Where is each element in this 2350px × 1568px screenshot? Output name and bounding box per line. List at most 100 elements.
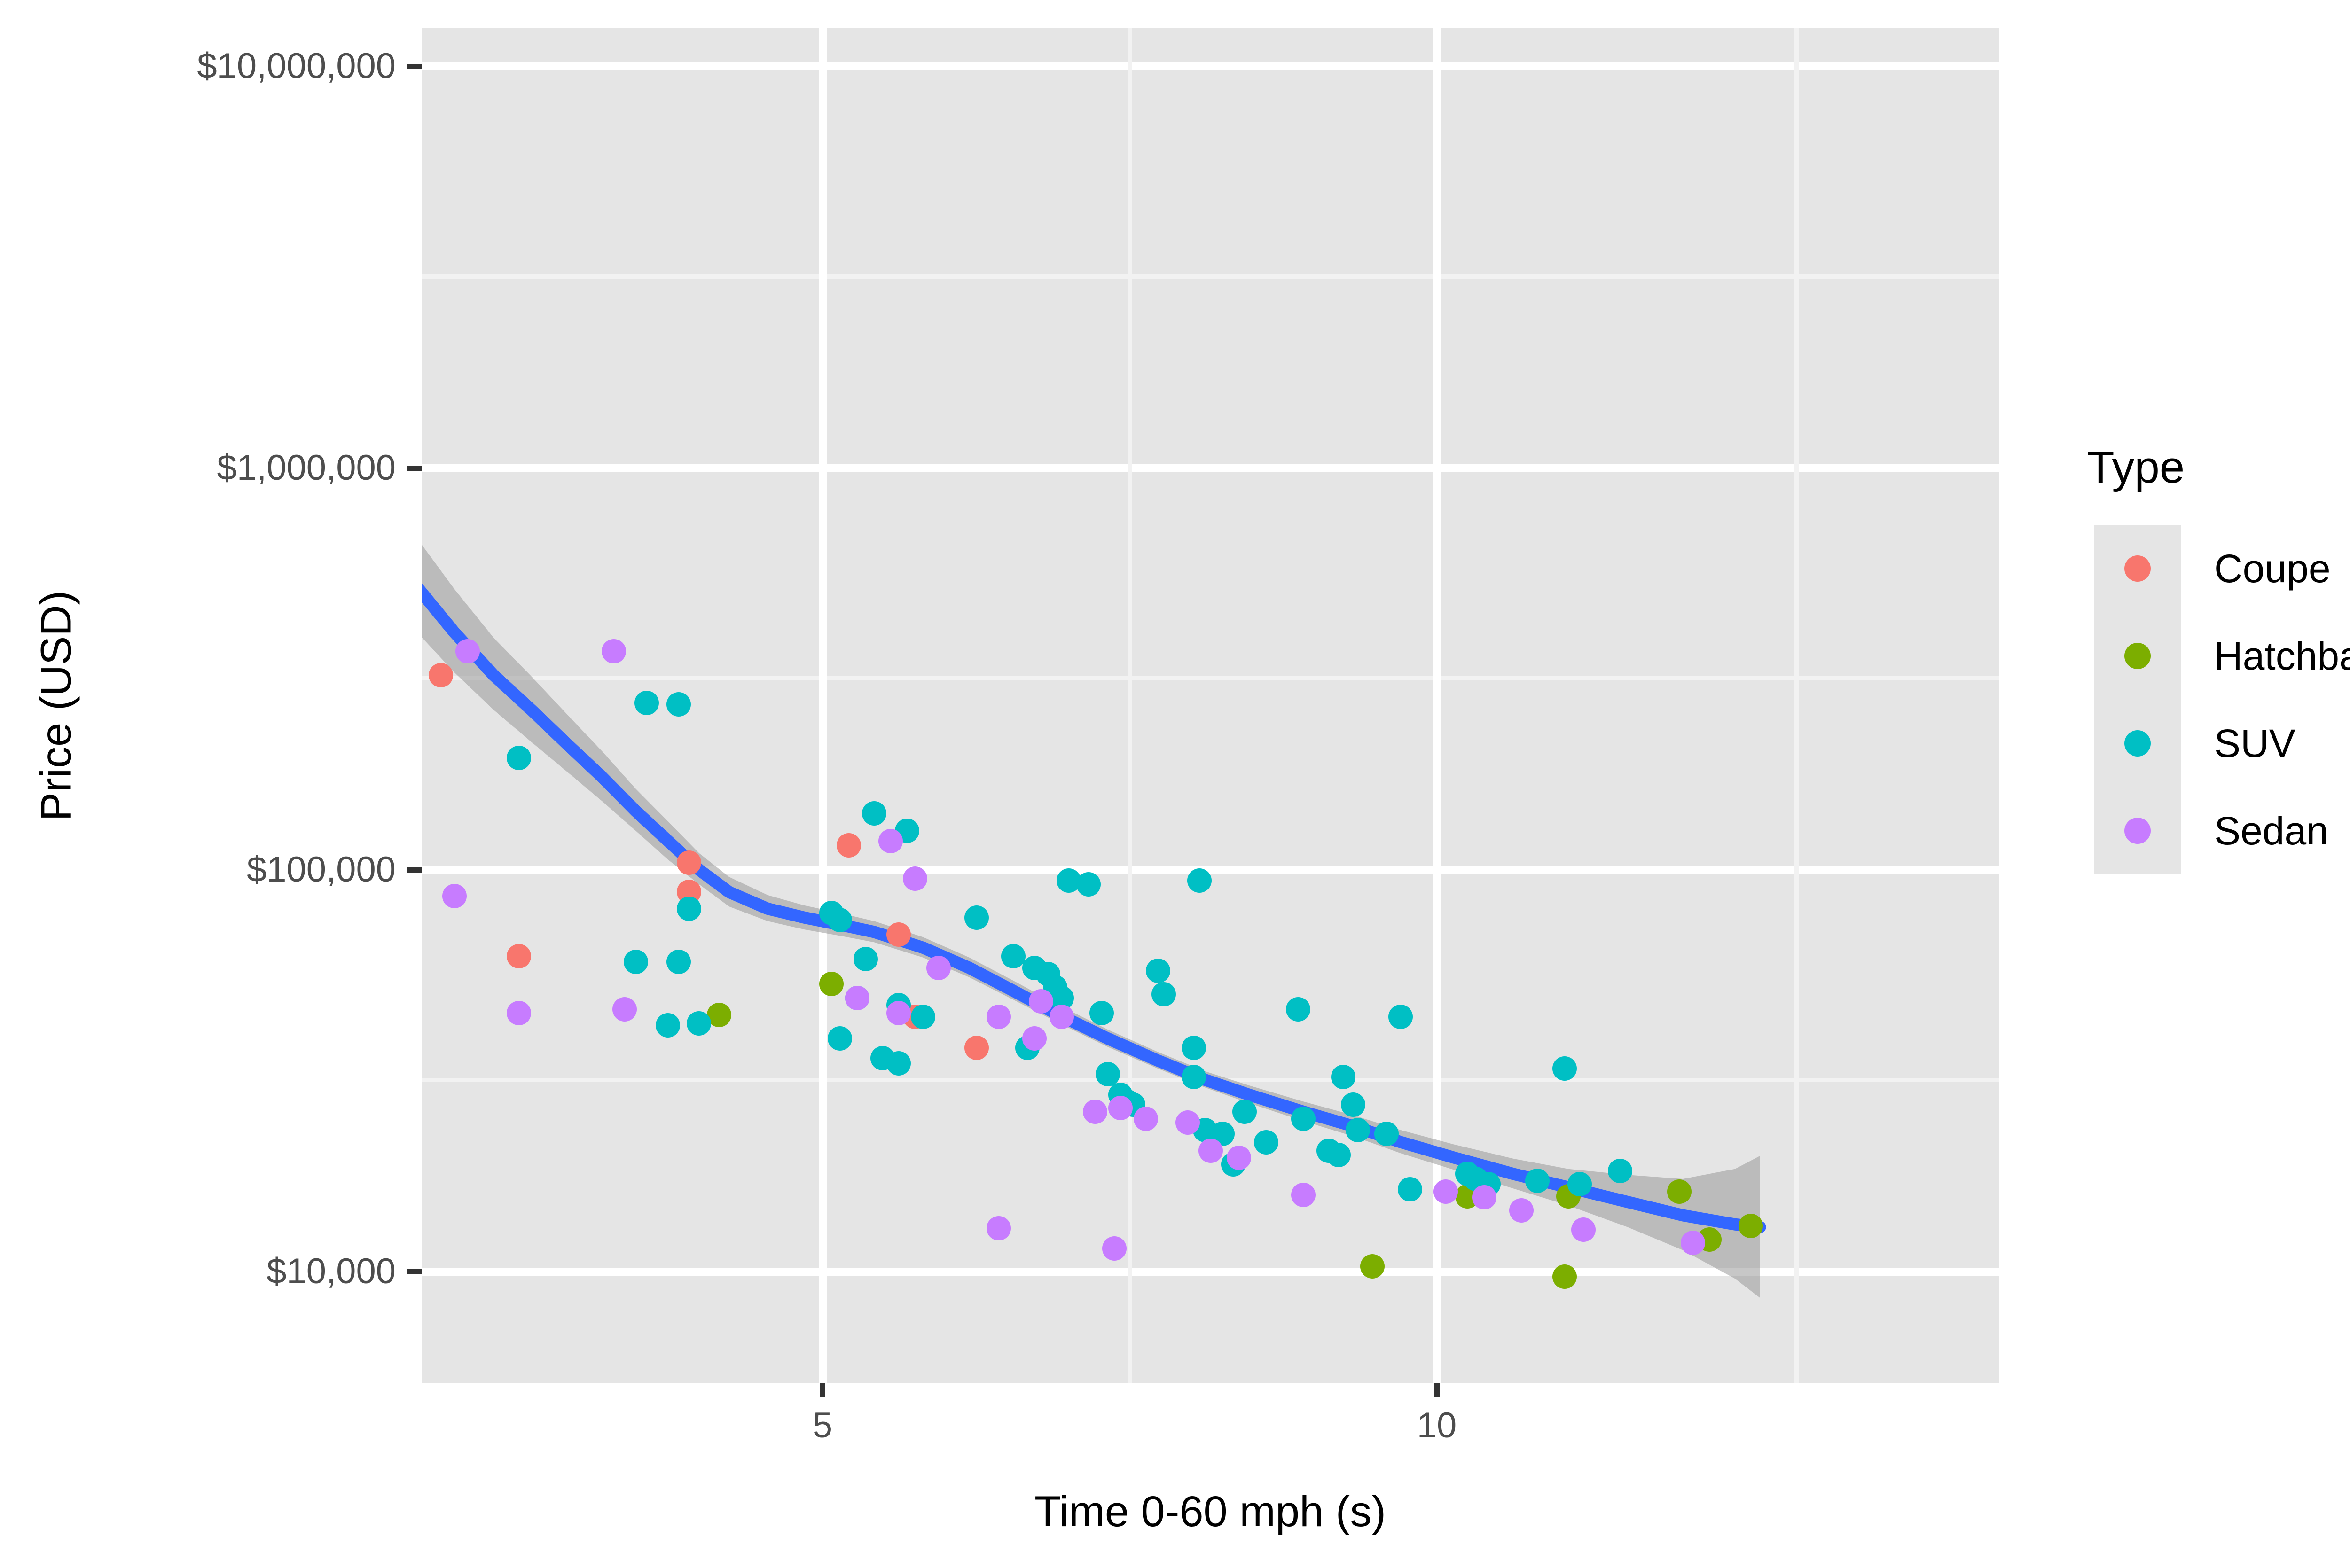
y-tick-mark — [407, 1269, 422, 1274]
y-tick-mark — [407, 64, 422, 69]
grid-major-x — [819, 28, 827, 1383]
y-tick-label: $1,000,000 — [217, 448, 396, 488]
grid-minor-y — [422, 676, 1999, 681]
loess-line — [422, 583, 1766, 1233]
grid-major-x — [1433, 28, 1441, 1383]
x-axis-label: Time 0-60 mph (s) — [1034, 1488, 1386, 1536]
data-point-sedan — [986, 1005, 1011, 1030]
data-point-sedan — [1291, 1183, 1316, 1208]
data-point-sedan — [886, 1000, 911, 1025]
grid-minor-x — [1128, 28, 1132, 1383]
data-point-sedan — [1227, 1145, 1252, 1170]
data-point-suv — [1187, 868, 1212, 893]
data-point-suv — [1397, 1177, 1422, 1202]
data-point-suv — [828, 907, 853, 932]
data-point-suv — [687, 1011, 712, 1036]
data-point-sedan — [1102, 1236, 1127, 1261]
data-point-suv — [1285, 997, 1310, 1022]
data-point-coupe — [836, 833, 861, 858]
data-point-sedan — [926, 955, 951, 980]
confidence-band — [422, 544, 1760, 1298]
x-tick-label: 10 — [1417, 1405, 1457, 1445]
data-point-suv — [1525, 1169, 1550, 1194]
data-point-suv — [1181, 1064, 1206, 1089]
data-point-suv — [1374, 1122, 1399, 1147]
data-point-hatchback — [1552, 1264, 1577, 1289]
legend-title: Type — [2087, 442, 2185, 492]
grid-minor-y — [422, 274, 1999, 279]
data-point-hatchback — [1667, 1179, 1692, 1204]
data-point-suv — [666, 949, 691, 974]
data-point-suv — [623, 949, 648, 974]
data-point-sedan — [601, 639, 626, 663]
data-point-hatchback — [1738, 1213, 1763, 1238]
data-point-suv — [964, 905, 989, 930]
data-point-hatchback — [819, 971, 844, 996]
data-point-sedan — [902, 866, 927, 891]
data-point-coupe — [676, 850, 701, 875]
y-tick-label: $10,000 — [266, 1251, 396, 1291]
data-point-sedan — [507, 1000, 532, 1025]
data-point-suv — [1552, 1056, 1577, 1081]
data-point-suv — [1232, 1099, 1257, 1124]
data-point-suv — [853, 946, 878, 971]
data-point-coupe — [507, 944, 532, 968]
data-point-suv — [1291, 1106, 1316, 1131]
grid-major-y — [422, 464, 1999, 472]
grid-minor-x — [1794, 28, 1799, 1383]
data-point-sedan — [1050, 1005, 1074, 1030]
data-point-suv — [1145, 959, 1170, 983]
y-axis-label: Price (USD) — [32, 590, 80, 821]
data-point-sedan — [1571, 1217, 1596, 1242]
data-point-suv — [507, 745, 532, 770]
y-tick-mark — [407, 867, 422, 873]
data-point-sedan — [1198, 1138, 1223, 1163]
data-point-hatchback — [1360, 1254, 1385, 1279]
data-point-sedan — [1108, 1096, 1133, 1121]
data-point-suv — [910, 1005, 935, 1030]
x-tick-mark — [1434, 1383, 1440, 1397]
data-point-suv — [1388, 1005, 1413, 1030]
data-point-coupe — [428, 663, 453, 687]
data-point-suv — [1346, 1117, 1371, 1142]
data-point-suv — [1001, 944, 1026, 968]
legend-label-sedan: Sedan — [2214, 809, 2328, 853]
data-point-sedan — [612, 997, 637, 1022]
data-point-sedan — [1472, 1185, 1496, 1210]
data-point-suv — [1254, 1130, 1279, 1155]
data-point-suv — [870, 1045, 895, 1070]
data-point-suv — [634, 691, 659, 716]
legend-dot-coupe — [2124, 555, 2151, 582]
data-point-coupe — [964, 1036, 989, 1061]
data-point-suv — [1076, 872, 1101, 897]
legend-dot-hatchback — [2124, 643, 2151, 669]
data-point-sedan — [442, 884, 467, 908]
grid-major-y — [422, 1268, 1999, 1276]
x-tick-mark — [820, 1383, 825, 1397]
legend-dot-suv — [2124, 730, 2151, 757]
data-point-suv — [1096, 1061, 1120, 1086]
legend-label-suv: SUV — [2214, 721, 2295, 765]
y-tick-label: $100,000 — [247, 850, 396, 889]
data-point-sedan — [1433, 1179, 1458, 1204]
data-point-suv — [666, 692, 691, 717]
grid-major-y — [422, 866, 1999, 874]
data-point-suv — [1152, 982, 1176, 1006]
data-point-sedan — [1175, 1110, 1200, 1135]
data-point-sedan — [1680, 1230, 1705, 1255]
legend-dot-sedan — [2124, 818, 2151, 844]
data-point-suv — [1608, 1158, 1633, 1183]
legend-label-hatchback: Hatchback — [2214, 634, 2350, 678]
data-point-suv — [1567, 1172, 1592, 1197]
data-point-sedan — [1133, 1106, 1158, 1131]
y-tick-mark — [407, 466, 422, 471]
legend-label-coupe: Coupe — [2214, 546, 2331, 591]
data-point-sedan — [878, 828, 903, 853]
data-point-sedan — [1022, 1026, 1047, 1051]
data-point-sedan — [1509, 1198, 1534, 1223]
grid-major-y — [422, 62, 1999, 70]
plot-panel — [422, 28, 1999, 1383]
data-point-sedan — [986, 1216, 1011, 1241]
data-point-suv — [656, 1013, 681, 1038]
